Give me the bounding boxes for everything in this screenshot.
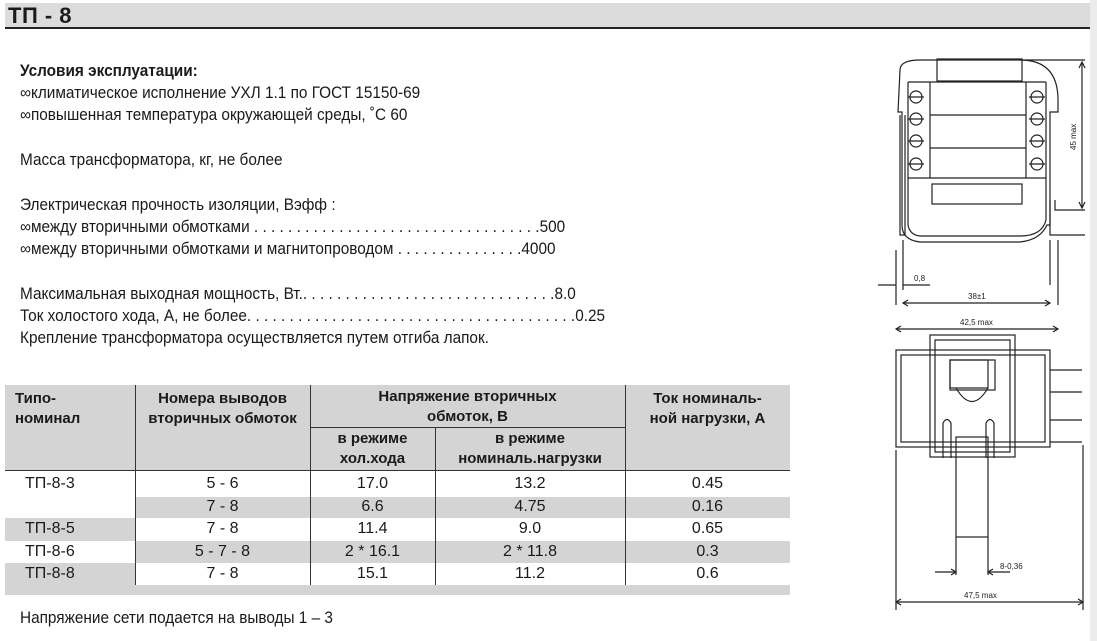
table-cell-idle: 15.1 — [356, 565, 389, 582]
table-cell-idle: 2 * 16.1 — [344, 542, 401, 560]
header-pins: Номера выводов вторичных обмоток — [148, 390, 297, 427]
mounting-note: Крепление трансформатора осуществляется … — [20, 329, 489, 347]
page-header: ТП - 8 — [5, 3, 1090, 29]
mass-label: Масса трансформатора, кг, не более — [20, 151, 283, 169]
table-cell-load: 2 * 11.8 — [503, 542, 557, 560]
pin-icons — [908, 90, 1045, 171]
table-cell-load: 4.75 — [514, 497, 546, 515]
header-load: в режиме номиналь.нагрузки — [458, 430, 602, 467]
table-cell-load: 13.2 — [514, 475, 546, 492]
top-view — [878, 58, 1086, 333]
table-cell-current: 0.3 — [696, 542, 719, 560]
table-cell-current: 0.45 — [691, 475, 724, 492]
table-cell-idle: 17.0 — [356, 475, 389, 492]
dim-height: 45 max — [1069, 124, 1078, 150]
insulation-heading: Электрическая прочность изоляции, Вэфф : — [20, 196, 336, 214]
table-cell-type: ТП-8-3 — [25, 475, 75, 492]
param-item: Ток холостого хода, А, не более. . . . .… — [20, 307, 606, 325]
side-view — [894, 334, 1085, 610]
dim-pitch: 38±1 — [968, 292, 986, 301]
table-cell-current: 0.6 — [696, 565, 719, 582]
insulation-item: ∞между вторичными обмотками . . . . . . … — [20, 218, 566, 236]
dim-total: 47,5 max — [964, 591, 997, 600]
header-voltage: Напряжение вторичных обмоток, В — [378, 388, 557, 425]
insulation-item: ∞между вторичными обмотками и магнитопро… — [20, 240, 556, 258]
table-cell-pins: 5 - 6 — [206, 475, 239, 492]
table-cell-current: 0.65 — [691, 520, 724, 537]
condition-item: ∞повышенная температура окружающей среды… — [20, 106, 408, 124]
table-cell-type: ТП-8-8 — [25, 565, 75, 582]
table-cell-idle: 11.4 — [357, 520, 388, 537]
header-idle: в режиме хол.хода — [337, 430, 408, 467]
side-strip — [1090, 0, 1097, 641]
table-cell-load: 9.0 — [518, 520, 542, 537]
table-cell-type: ТП-8-5 — [25, 520, 75, 537]
dim-tab: 8-0,36 — [1000, 562, 1023, 571]
param-item: Максимальная выходная мощность, Вт.. . .… — [20, 285, 576, 303]
table-cell-current: 0.16 — [691, 497, 724, 515]
table-cell-pins: 7 - 8 — [206, 497, 239, 515]
header-current: Ток номиналь-ной нагрузки, А — [649, 390, 766, 427]
table-cell-pins: 7 - 8 — [206, 520, 239, 537]
condition-item: ∞климатическое исполнение УХЛ 1.1 по ГОС… — [20, 84, 421, 102]
dim-width: 42,5 max — [960, 318, 993, 327]
transformer-drawing: 45 max 0,8 38±1 42,5 max 8-0,36 47,5 max — [878, 58, 1086, 610]
table-cell-pins: 7 - 8 — [206, 565, 239, 582]
header-type: Типо-номинал — [15, 390, 81, 427]
footnote: Напряжение сети подается на выводы 1 – 3 — [20, 609, 333, 627]
page-title: ТП - 8 — [8, 3, 73, 28]
table-cell-type: ТП-8-6 — [25, 542, 75, 560]
table-cell-idle: 6.6 — [361, 497, 384, 515]
conditions-heading: Условия эксплуатации: — [20, 62, 198, 80]
dim-pin: 0,8 — [914, 274, 926, 283]
table-cell-pins: 5 - 7 - 8 — [194, 542, 251, 560]
specs-table: Типо-номинал Номера выводов вторичных обм… — [5, 385, 790, 595]
table-cell-load: 11.2 — [515, 565, 545, 582]
